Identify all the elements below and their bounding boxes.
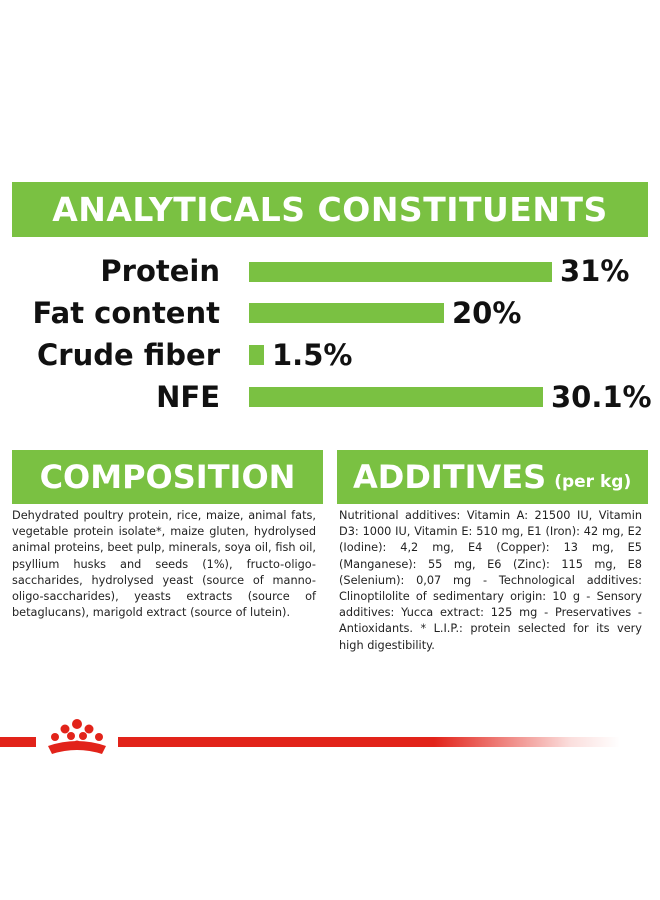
bar-fat-content [249,303,444,323]
composition-text: Dehydrated poultry protein, rice, maize,… [12,509,316,620]
bar-protein [249,262,552,282]
composition-banner: COMPOSITION [12,450,323,504]
bar-nfe [249,387,543,407]
royal-canin-crown-icon [36,716,118,760]
row-value-crude-fiber: 1.5% [272,338,353,372]
crown-svg [48,719,106,754]
row-label-crude-fiber: Crude fiber [37,338,220,372]
row-value-protein: 31% [560,254,630,288]
bar-crude-fiber [249,345,264,365]
additives-subtitle: (per kg) [554,472,632,492]
brand-red-line [0,737,620,747]
row-value-nfe: 30.1% [551,380,652,414]
composition-title: COMPOSITION [39,458,296,496]
additives-text: Nutritional additives: Vitamin A: 21500 … [339,509,642,652]
analytics-title: ANALYTICALS CONSTITUENTS [52,190,608,229]
row-label-nfe: NFE [156,380,220,414]
row-label-protein: Protein [100,254,220,288]
additives-banner: ADDITIVES (per kg) [337,450,648,504]
row-value-fat-content: 20% [452,296,522,330]
row-label-fat-content: Fat content [32,296,220,330]
analytics-banner: ANALYTICALS CONSTITUENTS [12,182,648,237]
additives-title: ADDITIVES [353,458,547,496]
